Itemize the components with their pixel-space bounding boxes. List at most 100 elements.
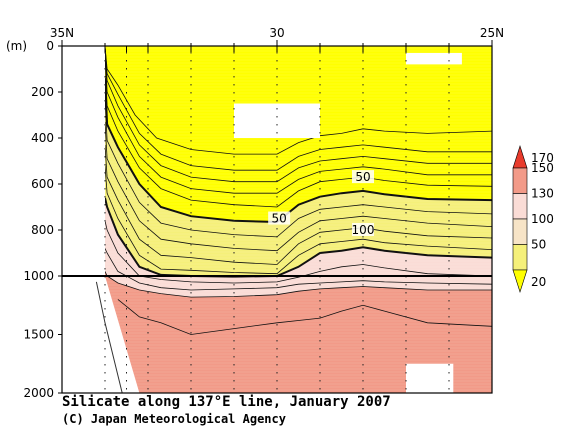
station-dot [319,388,321,390]
station-dot [362,164,364,166]
station-dot [190,340,192,342]
station-dot [405,116,407,118]
station-dot [448,300,450,302]
station-dot [233,300,235,302]
station-dot [126,372,127,374]
station-dot [104,388,106,390]
station-dot [126,156,127,158]
station-dot [448,332,450,334]
station-dot [104,236,106,238]
station-dot [405,364,407,366]
station-dot [104,348,106,350]
station-dot [104,332,106,334]
station-dot [147,324,149,326]
station-dot [126,76,127,78]
station-dot [448,100,450,102]
station-dot [147,196,149,198]
station-dot [362,148,364,150]
station-dot [276,236,278,238]
y-tick-label: 1000 [23,269,54,283]
station-dot [126,84,127,86]
station-dot [405,92,407,94]
station-dot [319,236,321,238]
station-dot [147,284,149,286]
station-dot [448,140,450,142]
station-dot [362,244,364,246]
station-dot [405,148,407,150]
station-dot [362,132,364,134]
station-dot [147,228,149,230]
station-dot [147,316,149,318]
station-dot [104,268,106,270]
station-dot [126,140,127,142]
station-dot [104,84,106,86]
station-dot [126,188,127,190]
missing-data-patch [406,363,454,393]
colorbar-segment [512,218,528,245]
station-dot [362,292,364,294]
y-tick-label: 2000 [23,386,54,400]
station-dot [448,92,450,94]
station-dot [147,92,149,94]
y-tick-label: 600 [31,177,54,191]
station-dot [319,284,321,286]
station-dot [147,340,149,342]
station-dot [405,84,407,86]
station-dot [362,92,364,94]
station-dot [147,220,149,222]
station-dot [448,52,450,54]
station-dot [147,100,149,102]
station-dot [405,284,407,286]
station-dot [319,156,321,158]
station-dot [276,316,278,318]
station-dot [319,188,321,190]
station-dot [104,316,106,318]
station-dot [448,188,450,190]
station-dot [362,220,364,222]
station-dot [104,148,106,150]
station-dot [362,300,364,302]
y-tick-label: 400 [31,131,54,145]
contour-130 [104,271,492,298]
station-dot [276,172,278,174]
station-dot [448,348,450,350]
station-dot [319,84,321,86]
station-dot [362,76,364,78]
station-dot [190,380,192,382]
station-dot [104,52,106,54]
station-dot [190,148,192,150]
station-dot [405,260,407,262]
station-dot [147,84,149,86]
station-dot [233,380,235,382]
station-dot [104,372,106,374]
y-tick-label: 200 [31,85,54,99]
station-dot [448,260,450,262]
station-dot [276,148,278,150]
contour-90 [104,165,493,275]
station-dot [233,156,235,158]
station-dot [405,324,407,326]
station-dot [448,316,450,318]
station-dot [233,324,235,326]
station-dot [405,68,407,70]
station-dot [448,228,450,230]
station-dot [405,340,407,342]
station-dot [233,140,235,142]
station-dot [190,124,192,126]
station-dot [405,124,407,126]
colorbar-bottom-triangle [512,269,528,293]
station-dot [362,308,364,310]
station-dot [405,348,407,350]
station-dot [362,356,364,358]
station-dot [448,180,450,182]
contour-35 [104,45,492,194]
contour-label: 50 [272,212,287,226]
station-dot [276,300,278,302]
station-dot [319,340,321,342]
station-dot [126,388,127,390]
station-dot [319,100,321,102]
station-dot [233,292,235,294]
chart-title: Silicate along 137°E line, January 2007 [62,394,391,410]
station-dot [405,372,407,374]
